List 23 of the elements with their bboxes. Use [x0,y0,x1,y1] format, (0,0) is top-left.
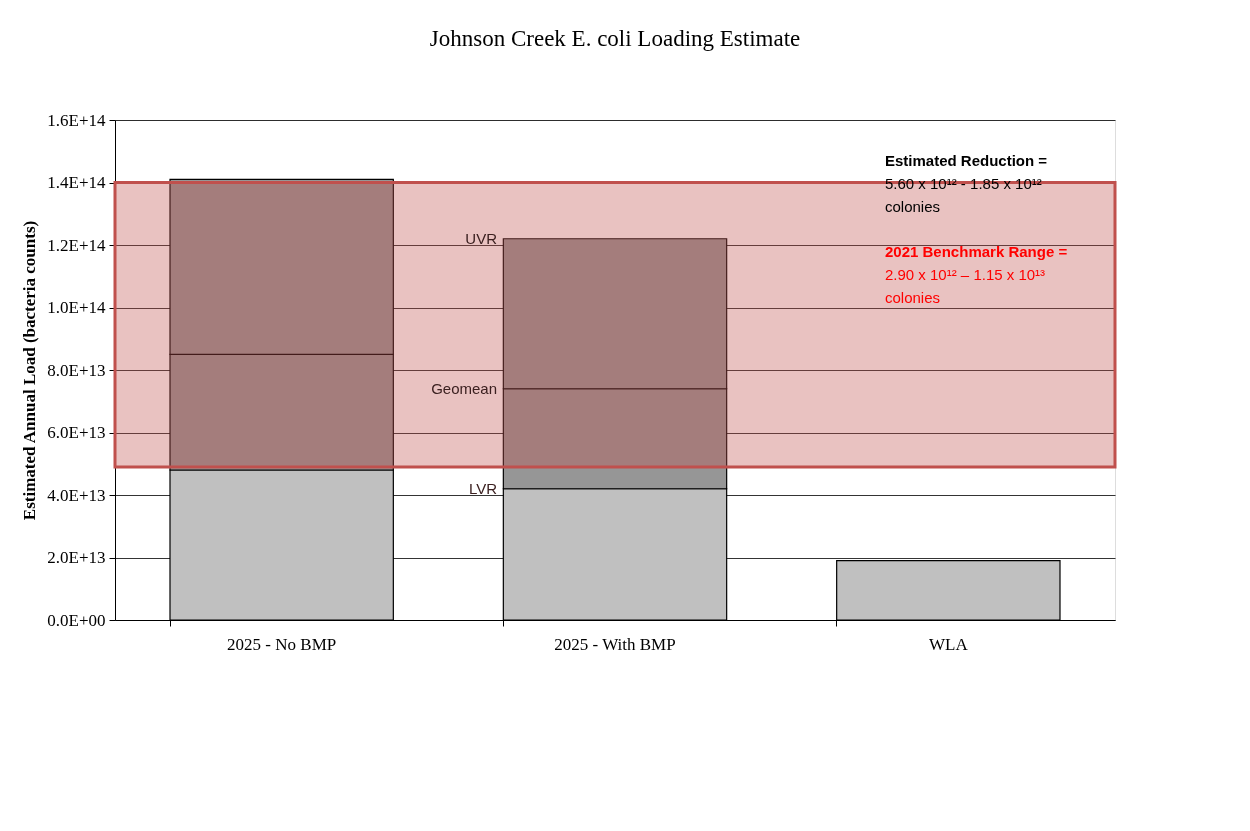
y-tick-label: 2.0E+13 [47,548,106,567]
y-tick-label: 1.4E+14 [47,173,106,192]
y-tick-label: 0.0E+00 [47,610,106,630]
x-tick-label: 2025 - No BMP [227,634,337,654]
annotation: Geomean [431,379,497,397]
y-tick-label: 4.0E+13 [47,485,106,505]
y-tick-label: 1.2E+14 [47,235,106,255]
annotation: colonies [885,198,941,215]
x-tick-label: WLA [928,634,969,654]
annotation: colonies [885,289,941,306]
y-tick-label: 1.6E+14 [47,110,106,130]
y-tick-label: 8.0E+13 [47,360,106,380]
annotation: LVR [468,479,498,497]
annotation: UVR [465,229,498,247]
annotation: 2021 Benchmark Range = [885,243,1068,260]
annotation: 2.90 x 10¹² – 1.15 x 10¹³ [885,266,1046,283]
chart-title: Johnson Creek E. coli Loading Estimate [429,26,801,51]
annotation: Estimated Reduction = [885,152,1048,169]
y-tick-label: 6.0E+13 [47,423,106,442]
annotation: 5.60 x 10¹² - 1.85 x 10¹² [885,175,1042,192]
y-axis-title: Estimated Annual Load (bacteria counts) [20,220,40,521]
x-tick-label: 2025 - With BMP [554,634,676,654]
y-tick-label: 1.0E+14 [47,298,106,317]
